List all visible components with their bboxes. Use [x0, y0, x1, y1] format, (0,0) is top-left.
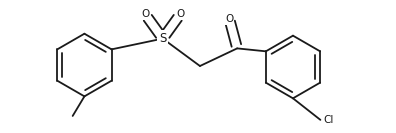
Text: O: O	[225, 14, 234, 24]
Text: Cl: Cl	[323, 115, 334, 125]
Text: O: O	[141, 9, 149, 19]
Text: O: O	[176, 9, 185, 19]
Text: S: S	[159, 32, 166, 45]
